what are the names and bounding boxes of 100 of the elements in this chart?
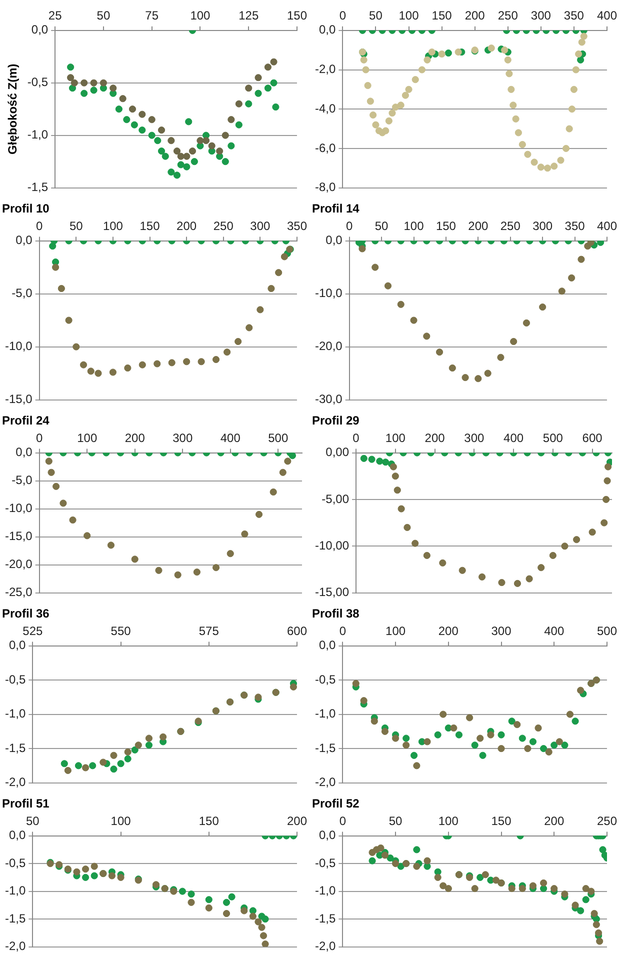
x-tick-label: 0 — [36, 430, 44, 445]
x-tick-label: 300 — [464, 430, 484, 445]
y-tick-label: -5,00 — [322, 492, 350, 506]
x-tick-label: 525 — [22, 624, 44, 638]
chart-title: Profil 51 — [2, 796, 50, 811]
x-tick-label: 150 — [198, 814, 220, 828]
x-tick-label: 0 — [36, 218, 44, 233]
y-tick-label: -1,5 — [4, 911, 26, 926]
x-tick-label: 50 — [374, 218, 389, 233]
y-tick-label: -2,0 — [314, 775, 336, 790]
y-tick-label: -1,0 — [4, 706, 26, 721]
chart-title: Profil 38 — [312, 606, 360, 621]
x-tick-label: 200 — [464, 8, 486, 23]
y-tick-label: -0,5 — [4, 856, 26, 870]
y-tick-label: 0,0 — [318, 828, 336, 842]
y-tick-label: -1,5 — [314, 911, 336, 926]
x-tick-label: 100 — [386, 624, 406, 638]
x-tick-label: 150 — [432, 8, 452, 23]
x-tick-label: 200 — [468, 218, 488, 233]
y-tick-label: -10,00 — [314, 538, 350, 552]
x-tick-label: 400 — [596, 8, 618, 23]
chart-title: Profil 36 — [2, 606, 50, 621]
y-tick-label: -2,0 — [314, 939, 336, 954]
y-tick-label: -0,5 — [27, 75, 48, 90]
x-tick-label: 350 — [564, 8, 584, 23]
y-tick-label: 0,0 — [31, 22, 48, 37]
y-tick-label: -4,0 — [314, 101, 336, 116]
y-tick-label: -0,5 — [4, 672, 26, 686]
x-tick-label: 150 — [436, 218, 456, 233]
x-tick-label: 400 — [504, 430, 524, 445]
x-tick-label: 500 — [268, 430, 288, 445]
y-tick-label: -1,5 — [314, 740, 336, 755]
y-axis-title: Głębokość Z(m) — [6, 64, 20, 154]
x-tick-label: 50 — [369, 8, 383, 23]
x-tick-label: 200 — [286, 814, 308, 828]
y-tick-label: -5,0 — [12, 286, 33, 300]
x-tick-label: 100 — [102, 218, 124, 233]
y-tick-label: 0,0 — [8, 828, 26, 842]
y-tick-label: -2,0 — [4, 775, 26, 790]
y-tick-label: -15,0 — [4, 529, 33, 544]
x-tick-label: 50 — [26, 814, 40, 828]
y-tick-label: -10,0 — [314, 286, 343, 300]
x-tick-label: 600 — [582, 430, 603, 445]
x-tick-label: 400 — [220, 430, 241, 445]
y-tick-label: -15,00 — [314, 585, 350, 600]
y-tick-label: -2,0 — [4, 939, 26, 954]
y-tick-label: -1,5 — [27, 180, 48, 194]
y-tick-label: -20,0 — [314, 339, 343, 354]
x-tick-label: 150 — [140, 218, 160, 233]
x-tick-label: 200 — [438, 624, 459, 638]
x-tick-label: 25 — [48, 8, 62, 23]
x-tick-label: 75 — [145, 8, 159, 23]
x-tick-label: 100 — [190, 8, 211, 23]
y-tick-label: -20,0 — [4, 557, 33, 572]
chart-title: Profil 52 — [312, 796, 360, 811]
x-tick-label: 400 — [544, 624, 564, 638]
y-tick-label: -1,0 — [314, 884, 336, 898]
y-tick-label: -1,5 — [4, 740, 26, 755]
y-tick-label: -5,0 — [12, 473, 33, 488]
x-tick-label: 150 — [286, 8, 308, 23]
x-tick-label: 350 — [564, 218, 586, 233]
x-tick-label: 250 — [596, 814, 618, 828]
x-tick-label: 400 — [596, 218, 618, 233]
y-tick-label: -0,5 — [314, 672, 336, 686]
x-tick-label: 200 — [176, 218, 197, 233]
x-tick-label: 300 — [172, 430, 193, 445]
x-tick-label: 250 — [213, 218, 234, 233]
y-tick-label: -30,0 — [314, 392, 343, 406]
x-tick-label: 300 — [530, 8, 552, 23]
x-tick-label: 125 — [238, 8, 259, 23]
x-tick-label: 200 — [424, 430, 446, 445]
x-tick-label: 300 — [491, 624, 512, 638]
x-tick-label: 0 — [346, 218, 354, 233]
x-tick-label: 100 — [385, 430, 406, 445]
y-tick-label: -1,0 — [27, 128, 48, 142]
x-tick-label: 200 — [544, 814, 564, 828]
y-tick-label: 0,0 — [16, 445, 33, 460]
y-tick-label: -6,0 — [314, 140, 336, 155]
x-tick-label: 500 — [542, 430, 564, 445]
y-tick-label: 0,0 — [318, 22, 336, 37]
x-tick-label: 300 — [532, 218, 553, 233]
y-tick-label: 0,0 — [16, 233, 33, 248]
y-tick-label: -1,0 — [314, 706, 336, 721]
x-tick-label: 575 — [198, 624, 220, 638]
x-tick-label: 250 — [498, 8, 518, 23]
y-tick-label: 0,0 — [318, 638, 336, 652]
x-tick-label: 100 — [398, 8, 420, 23]
y-tick-label: -15,0 — [4, 392, 33, 406]
y-tick-label: -10,0 — [4, 501, 33, 516]
y-tick-label: 0,00 — [326, 445, 350, 460]
x-tick-label: 250 — [500, 218, 521, 233]
x-tick-label: 100 — [404, 218, 424, 233]
x-tick-label: 50 — [388, 814, 403, 828]
y-tick-label: -0,5 — [314, 856, 336, 870]
x-tick-label: 0 — [339, 8, 346, 23]
y-tick-label: -10,0 — [4, 339, 33, 354]
x-tick-label: 100 — [110, 814, 132, 828]
chart-title: Profil 24 — [2, 414, 50, 428]
chart-title: Profil 10 — [2, 202, 50, 216]
x-tick-label: 100 — [438, 814, 459, 828]
